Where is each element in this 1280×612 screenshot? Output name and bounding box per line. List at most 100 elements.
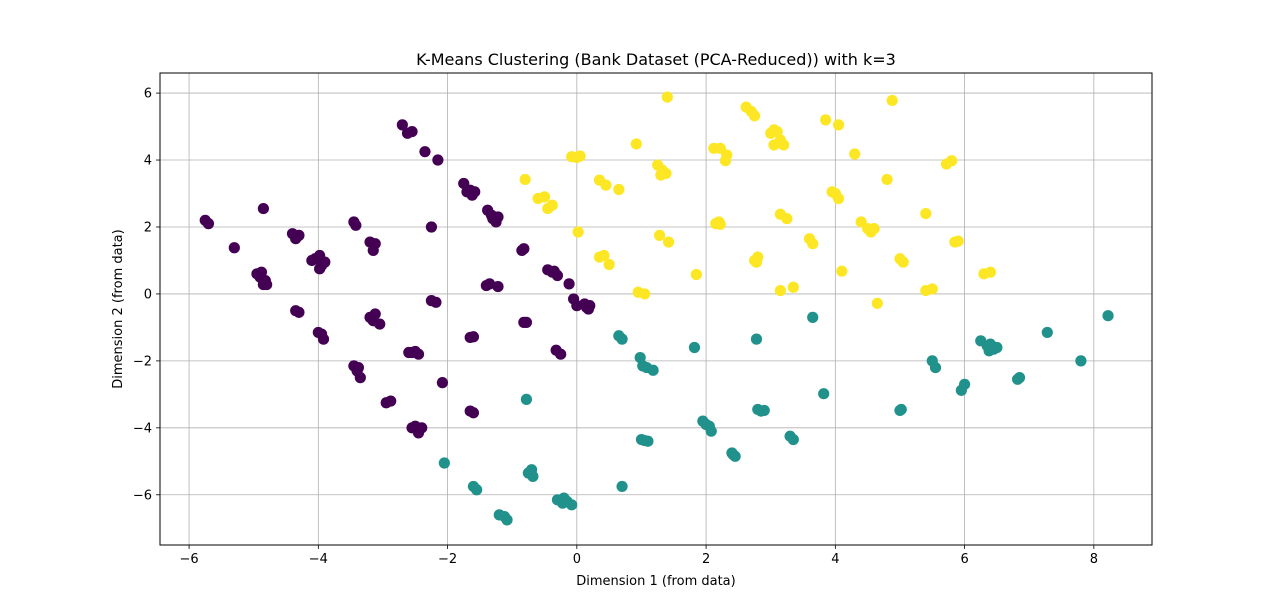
data-point-cluster-1 [727,449,739,461]
data-point-cluster-2 [836,265,848,277]
data-point-cluster-0 [396,119,408,131]
data-point-cluster-2 [829,187,841,200]
data-point-cluster-1 [1013,372,1026,384]
data-point-cluster-0 [409,345,421,358]
data-point-cluster-1 [1075,355,1087,367]
data-point-cluster-0 [369,238,381,250]
data-point-cluster-2 [871,297,883,309]
data-point-cluster-2 [653,229,666,241]
data-point-cluster-2 [538,191,551,203]
y-tick-label: −6 [133,488,152,503]
data-point-cluster-0 [257,202,270,215]
data-point-cluster-2 [807,238,819,250]
data-point-cluster-0 [354,372,366,384]
data-point-cluster-2 [849,148,861,160]
data-point-cluster-0 [425,221,438,233]
x-tick-label: 6 [960,552,968,567]
x-axis-ticks: −6 −4 −2 0 2 4 6 8 [179,545,1098,567]
data-points [199,91,1114,526]
data-point-cluster-2 [721,149,733,161]
x-tick-label: 0 [573,552,581,567]
data-point-cluster-0 [518,243,530,255]
data-point-cluster-2 [774,284,787,297]
data-point-cluster-0 [483,278,496,290]
data-point-cluster-2 [661,91,673,103]
data-point-cluster-0 [228,242,240,254]
y-tick-label: 0 [144,287,152,302]
data-point-cluster-0 [467,407,480,419]
x-tick-label: −6 [179,552,198,567]
data-point-cluster-1 [758,404,770,417]
data-point-cluster-1 [616,480,628,493]
data-point-cluster-1 [787,433,799,446]
data-point-cluster-2 [820,114,832,126]
data-point-cluster-0 [293,229,305,241]
plot-frame [159,72,1153,546]
data-point-cluster-1 [520,393,533,405]
y-axis-label: Dimension 2 (from data) [111,229,126,388]
data-point-cluster-0 [419,146,431,158]
data-point-cluster-2 [881,173,893,186]
data-point-cluster-0 [548,265,560,277]
data-point-cluster-2 [613,183,625,196]
data-point-cluster-2 [630,138,642,150]
data-point-cluster-2 [603,258,615,271]
data-point-cluster-0 [385,395,397,407]
data-point-cluster-0 [492,211,504,223]
data-point-cluster-1 [438,457,450,469]
data-point-cluster-0 [261,278,273,291]
data-point-cluster-0 [469,186,481,198]
data-point-cluster-1 [703,420,715,432]
data-point-cluster-2 [663,236,675,248]
data-point-cluster-0 [254,271,266,283]
data-point-cluster-0 [467,331,480,343]
data-point-cluster-0 [492,280,504,293]
data-point-cluster-2 [639,288,651,300]
y-tick-label: −4 [133,421,152,436]
data-point-cluster-1 [1041,326,1053,339]
data-point-cluster-2 [781,213,793,225]
data-point-cluster-2 [778,139,790,151]
data-point-cluster-2 [920,207,932,220]
data-point-cluster-2 [598,249,610,262]
data-point-cluster-0 [315,328,328,340]
data-point-cluster-1 [639,434,651,447]
data-point-cluster-2 [952,235,964,247]
data-point-cluster-2 [868,223,880,235]
data-point-cluster-2 [519,173,531,186]
data-point-cluster-2 [690,268,702,281]
data-point-cluster-0 [432,154,444,166]
x-tick-label: −2 [438,552,457,567]
data-point-cluster-2 [600,179,612,191]
x-tick-label: 4 [831,552,839,567]
data-point-cluster-0 [520,316,533,328]
y-tick-label: 4 [144,154,152,169]
data-point-cluster-1 [647,364,659,376]
data-point-cluster-0 [306,254,318,267]
data-point-cluster-0 [406,125,418,138]
data-point-cluster-2 [946,155,958,167]
data-point-cluster-1 [818,388,830,400]
data-point-cluster-2 [832,119,845,131]
data-point-cluster-2 [897,256,909,268]
data-point-cluster-2 [660,167,672,180]
data-point-cluster-2 [768,139,780,151]
data-point-cluster-1 [958,378,971,390]
x-tick-label: 2 [702,552,710,567]
data-point-cluster-0 [352,361,364,374]
y-tick-label: 2 [144,220,152,235]
data-point-cluster-1 [527,470,539,482]
chart-title: K-Means Clustering (Bank Dataset (PCA-Re… [416,50,896,69]
data-point-cluster-2 [546,199,558,211]
data-point-cluster-1 [558,492,570,504]
data-point-cluster-0 [555,348,567,360]
data-point-cluster-0 [367,315,379,327]
data-point-cluster-0 [580,301,593,313]
data-point-cluster-2 [748,110,761,122]
data-point-cluster-0 [314,263,326,275]
data-point-cluster-2 [787,281,799,293]
data-point-cluster-0 [563,278,575,290]
data-point-cluster-1 [750,333,763,345]
data-point-cluster-1 [894,404,906,417]
data-point-cluster-2 [926,283,938,295]
